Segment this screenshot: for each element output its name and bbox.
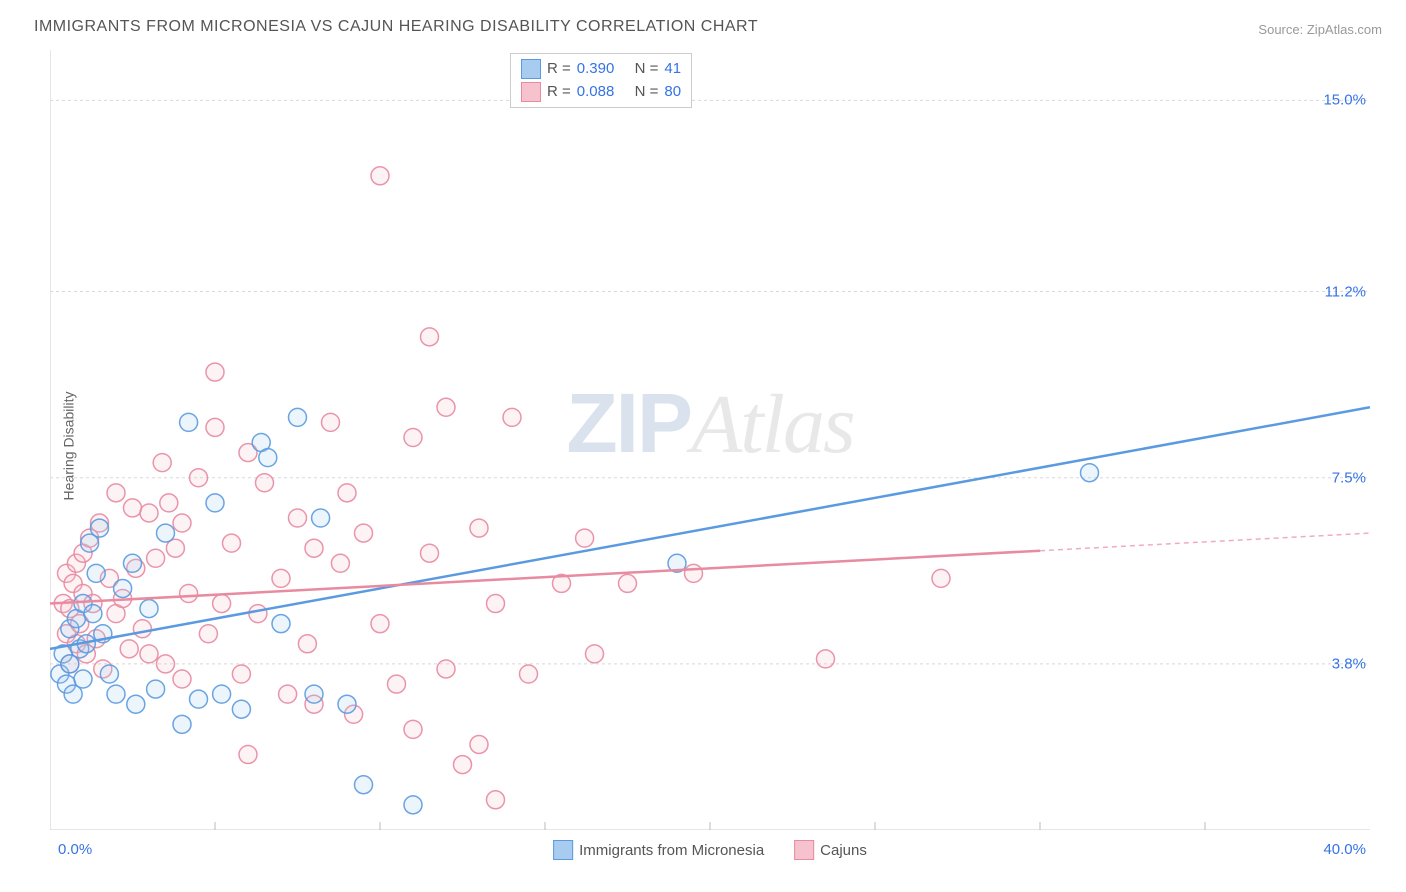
plot-area: ZIPAtlas R = 0.390 N = 41 R = 0.088 N = … (50, 50, 1370, 830)
n-label-2: N = (635, 81, 659, 104)
stats-row-series2: R = 0.088 N = 80 (521, 81, 681, 104)
y-tick-label: 15.0% (1323, 92, 1366, 109)
legend-swatch-series1 (553, 840, 573, 860)
legend-item-series2: Cajuns (794, 840, 867, 860)
n-label-1: N = (635, 58, 659, 81)
chart-container: IMMIGRANTS FROM MICRONESIA VS CAJUN HEAR… (0, 0, 1406, 892)
source-attribution: Source: ZipAtlas.com (1258, 22, 1382, 37)
r-label-2: R = (547, 81, 571, 104)
legend-label-series1: Immigrants from Micronesia (579, 842, 764, 859)
swatch-series1 (521, 59, 541, 79)
n-value-2: 80 (664, 81, 681, 104)
y-tick-label: 7.5% (1332, 469, 1366, 486)
stats-row-series1: R = 0.390 N = 41 (521, 58, 681, 81)
chart-title: IMMIGRANTS FROM MICRONESIA VS CAJUN HEAR… (34, 18, 758, 36)
swatch-series2 (521, 82, 541, 102)
n-value-1: 41 (664, 58, 681, 81)
r-value-1: 0.390 (577, 58, 615, 81)
y-tick-label: 3.8% (1332, 655, 1366, 672)
x-max-label: 40.0% (1323, 841, 1366, 858)
legend-swatch-series2 (794, 840, 814, 860)
chart-svg (50, 50, 1370, 830)
r-label-1: R = (547, 58, 571, 81)
series-legend: Immigrants from Micronesia Cajuns (553, 840, 867, 860)
r-value-2: 0.088 (577, 81, 615, 104)
stats-legend: R = 0.390 N = 41 R = 0.088 N = 80 (510, 53, 692, 108)
source-label: Source: (1258, 22, 1303, 37)
x-min-label: 0.0% (58, 841, 92, 858)
source-text: ZipAtlas.com (1307, 22, 1382, 37)
y-tick-label: 11.2% (1325, 283, 1366, 300)
legend-label-series2: Cajuns (820, 842, 867, 859)
legend-item-series1: Immigrants from Micronesia (553, 840, 764, 860)
